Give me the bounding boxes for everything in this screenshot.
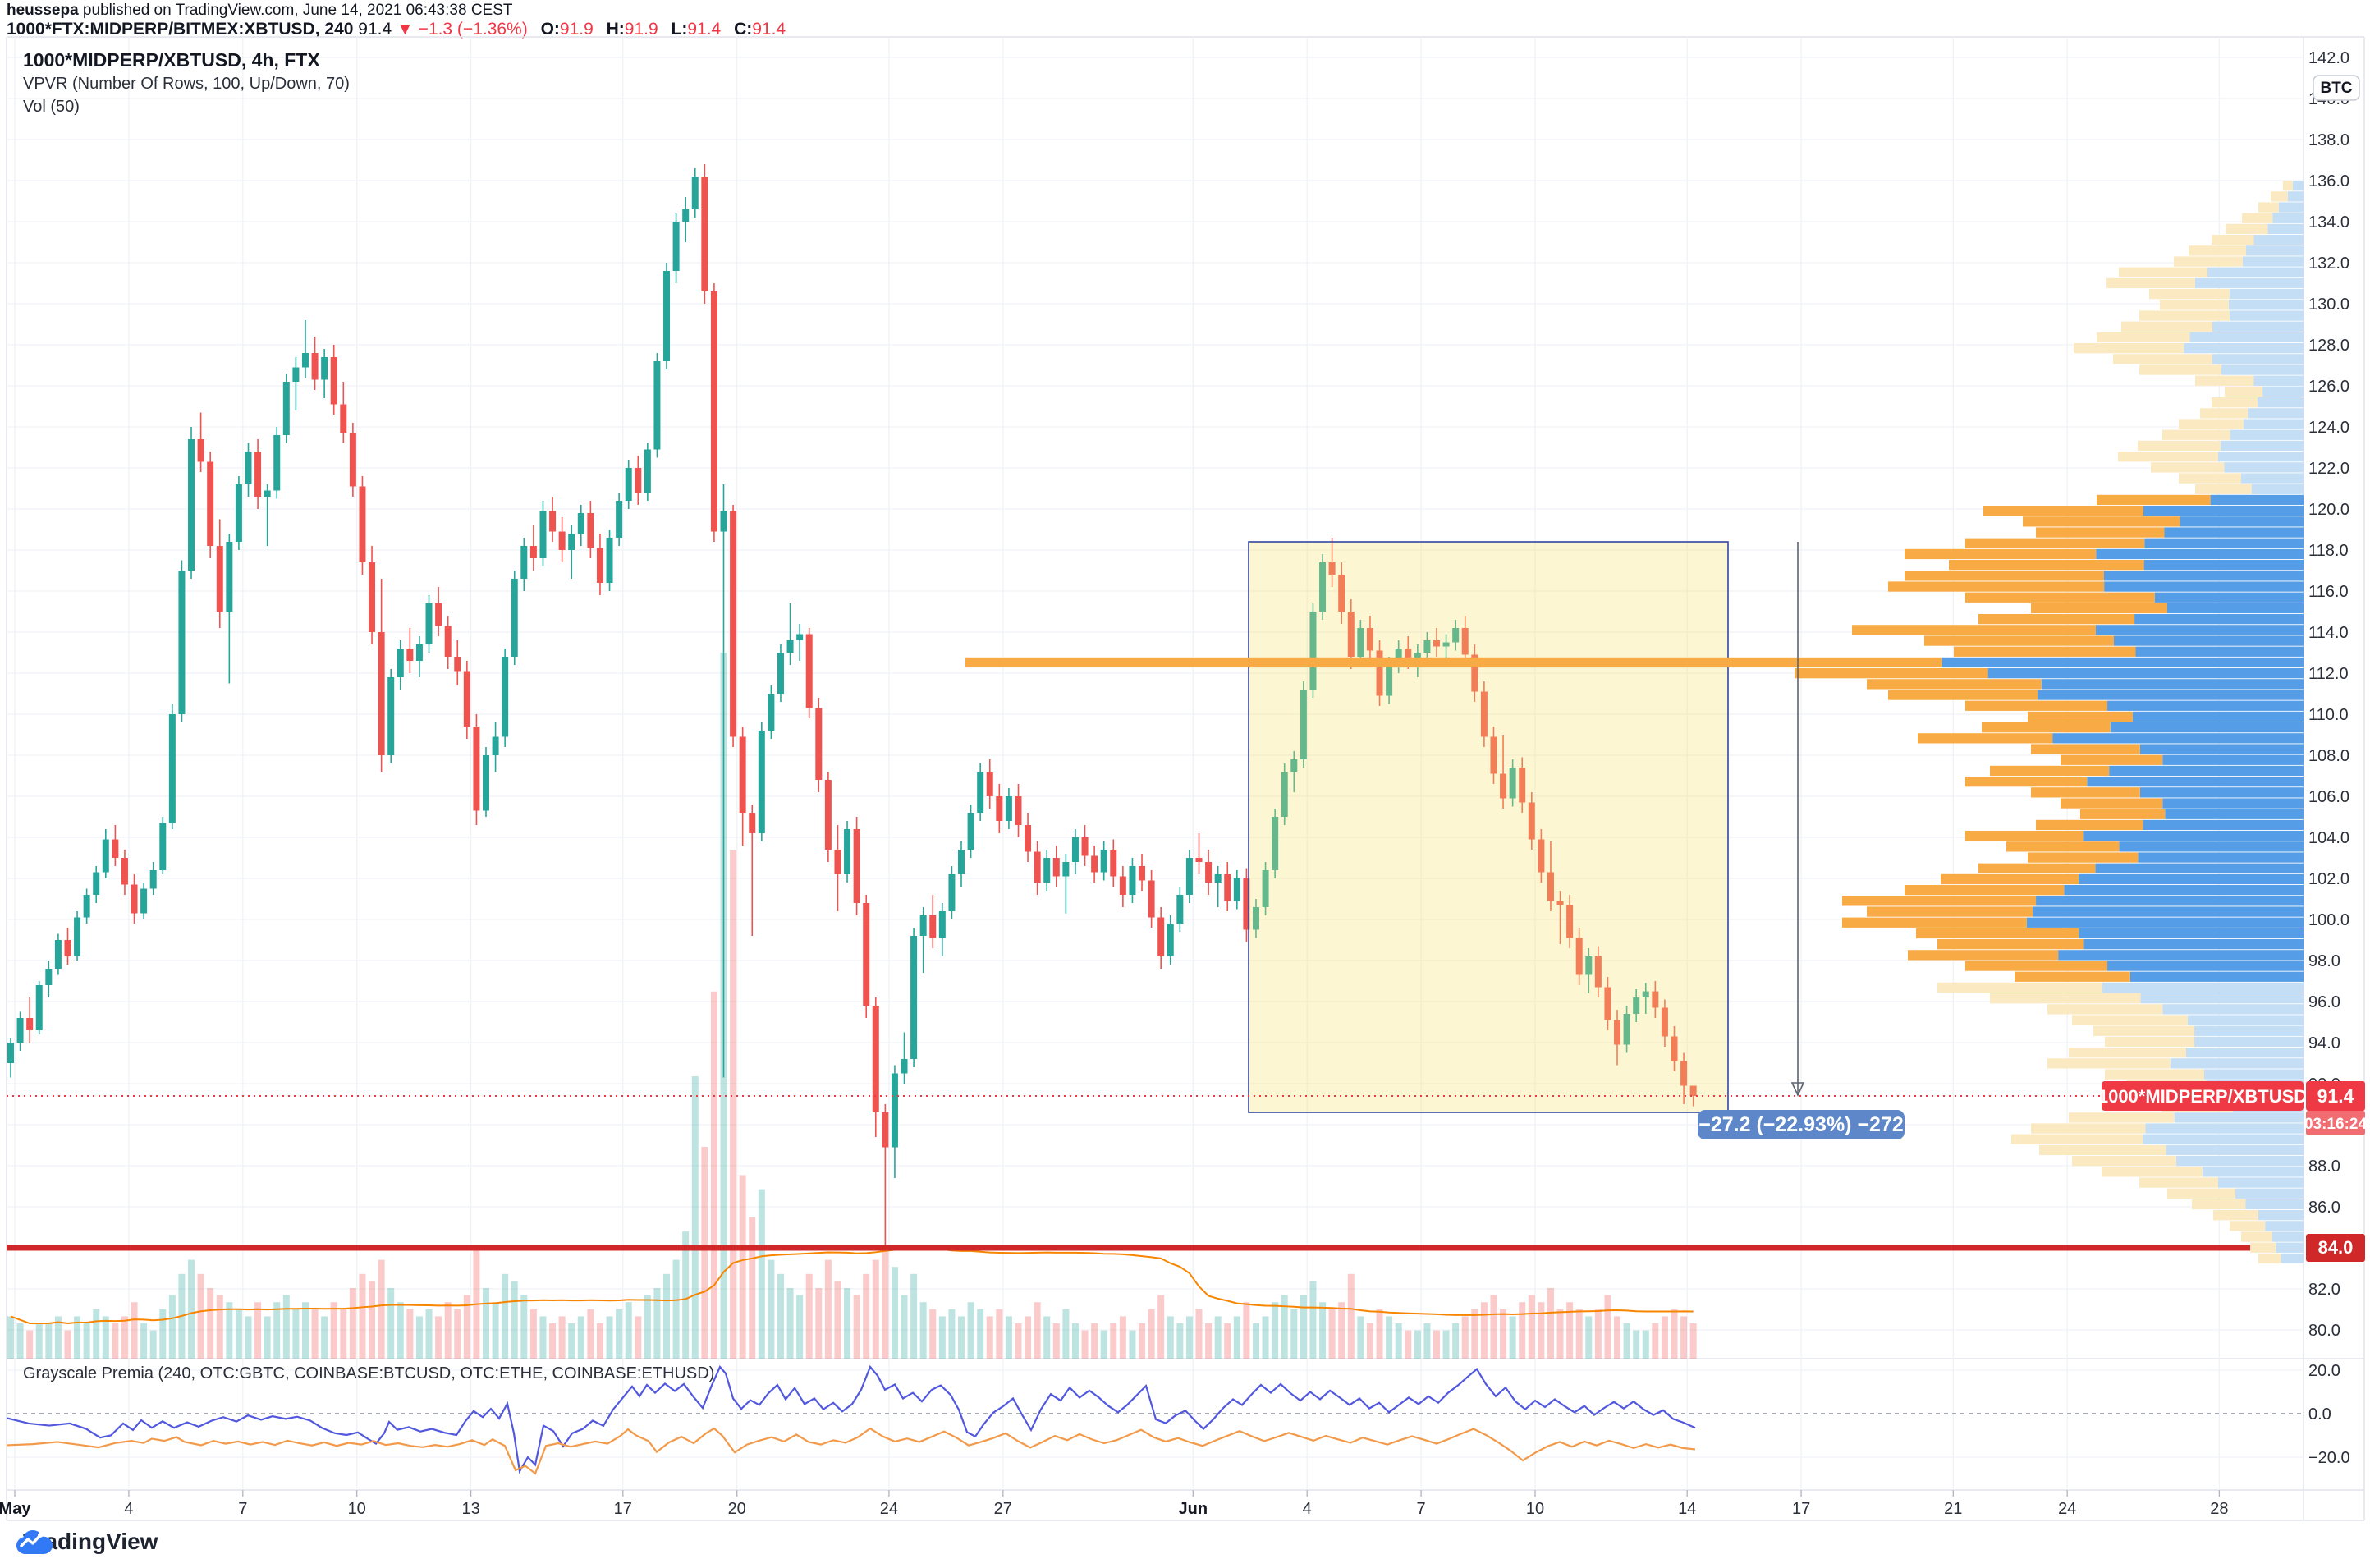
svg-text:−27.2 (−22.93%) −272: −27.2 (−22.93%) −272	[1698, 1113, 1904, 1136]
svg-text:28: 28	[2210, 1500, 2228, 1518]
low-value: 91.4	[687, 20, 722, 39]
svg-text:80.0: 80.0	[2308, 1322, 2340, 1340]
svg-text:106.0: 106.0	[2308, 788, 2349, 806]
legend-vpvr-study[interactable]: VPVR (Number Of Rows, 100, Up/Down, 70)	[23, 75, 350, 93]
high-label: H:	[606, 20, 625, 39]
publish-header: heussepa published on TradingView.com, J…	[7, 2, 513, 20]
svg-text:94.0: 94.0	[2308, 1034, 2340, 1052]
svg-text:14: 14	[1678, 1500, 1696, 1518]
svg-text:84.0: 84.0	[2318, 1237, 2354, 1258]
gridlines	[7, 37, 2304, 1497]
svg-text:88.0: 88.0	[2308, 1158, 2340, 1176]
symbol-title: 1000*FTX:MIDPERP/BITMEX:XBTUSD, 240	[7, 20, 354, 39]
svg-text:134.0: 134.0	[2308, 213, 2349, 232]
svg-text:118.0: 118.0	[2308, 542, 2349, 560]
legend-symbol[interactable]: 1000*MIDPERP/XBTUSD, 4h, FTX	[23, 49, 320, 71]
svg-text:128.0: 128.0	[2308, 337, 2349, 355]
svg-text:136.0: 136.0	[2308, 172, 2349, 190]
legend-volume-study[interactable]: Vol (50)	[23, 98, 80, 116]
svg-text:0.0: 0.0	[2308, 1405, 2331, 1424]
publish-info: published on TradingView.com, June 14, 2…	[78, 2, 513, 19]
svg-text:138.0: 138.0	[2308, 131, 2349, 149]
svg-text:21: 21	[1944, 1500, 1962, 1518]
svg-text:142.0: 142.0	[2308, 49, 2349, 67]
svg-text:27: 27	[994, 1500, 1012, 1518]
close-value: 91.4	[752, 20, 786, 39]
svg-text:−20.0: −20.0	[2308, 1449, 2350, 1467]
svg-text:98.0: 98.0	[2308, 952, 2340, 970]
svg-text:82.0: 82.0	[2308, 1281, 2340, 1299]
last-price: 91.4	[358, 20, 392, 39]
svg-text:120.0: 120.0	[2308, 501, 2349, 519]
svg-text:86.0: 86.0	[2308, 1199, 2340, 1217]
close-label: C:	[734, 20, 753, 39]
svg-text:130.0: 130.0	[2308, 296, 2349, 314]
svg-text:03:16:24: 03:16:24	[2304, 1116, 2367, 1133]
tradingview-attribution[interactable]: TradingView	[15, 1529, 158, 1555]
open-label: O:	[540, 20, 560, 39]
svg-text:10: 10	[1526, 1500, 1544, 1518]
svg-text:4: 4	[124, 1500, 133, 1518]
svg-text:91.4: 91.4	[2317, 1085, 2354, 1107]
svg-text:20: 20	[728, 1500, 746, 1518]
svg-text:17: 17	[614, 1500, 632, 1518]
open-value: 91.9	[559, 20, 594, 39]
svg-text:24: 24	[880, 1500, 898, 1518]
candlestick-series	[7, 164, 1697, 1248]
svg-text:96.0: 96.0	[2308, 993, 2340, 1011]
low-label: L:	[671, 20, 688, 39]
grayscale-premia-series	[6, 1364, 2304, 1475]
svg-text:124.0: 124.0	[2308, 419, 2349, 437]
svg-text:1000*MIDPERP/XBTUSD: 1000*MIDPERP/XBTUSD	[2098, 1086, 2307, 1107]
measure-label	[1698, 1110, 1905, 1139]
vpvr-profile	[965, 181, 2304, 1264]
tradingview-logo-icon	[16, 1530, 53, 1554]
svg-text:104.0: 104.0	[2308, 829, 2349, 847]
svg-text:7: 7	[1417, 1500, 1426, 1518]
svg-text:20.0: 20.0	[2308, 1362, 2340, 1380]
volume-ma-line	[10, 1248, 1694, 1325]
svg-text:BTC: BTC	[2320, 80, 2352, 97]
svg-text:102.0: 102.0	[2308, 870, 2349, 888]
ohlc-statusline: 1000*FTX:MIDPERP/BITMEX:XBTUSD, 240 91.4…	[7, 20, 786, 39]
svg-text:112.0: 112.0	[2308, 665, 2349, 683]
svg-text:100.0: 100.0	[2308, 911, 2349, 929]
pane-legend: 1000*MIDPERP/XBTUSD, 4h, FTX VPVR (Numbe…	[23, 48, 350, 118]
svg-text:4: 4	[1303, 1500, 1312, 1518]
svg-text:114.0: 114.0	[2308, 624, 2349, 642]
svg-text:May: May	[0, 1500, 31, 1518]
svg-text:108.0: 108.0	[2308, 747, 2349, 765]
svg-text:24: 24	[2058, 1500, 2076, 1518]
ethe-premium-line	[6, 1427, 1696, 1475]
svg-text:7: 7	[238, 1500, 247, 1518]
direction-icon: ▼	[397, 20, 414, 39]
svg-text:132.0: 132.0	[2308, 254, 2349, 273]
high-value: 91.9	[624, 20, 658, 39]
change-value: −1.3 (−1.36%)	[418, 20, 528, 39]
volume-bars	[7, 653, 1697, 1359]
svg-text:126.0: 126.0	[2308, 378, 2349, 396]
grayscale-premia-legend[interactable]: Grayscale Premia (240, OTC:GBTC, COINBAS…	[23, 1364, 715, 1382]
svg-text:122.0: 122.0	[2308, 460, 2349, 478]
svg-text:Jun: Jun	[1179, 1500, 1208, 1518]
svg-text:13: 13	[461, 1500, 479, 1518]
floating-price-labels: 1000*MIDPERP/XBTUSD 91.4 03:16:24 84.0	[2098, 1081, 2367, 1262]
time-axis[interactable]: May 4 7 10 13 17 20 24 27 Jun 4 7 10 14 17 21 24 28	[0, 1500, 2229, 1518]
currency-badge	[2313, 75, 2360, 101]
svg-text:116.0: 116.0	[2308, 583, 2349, 601]
svg-text:110.0: 110.0	[2308, 706, 2349, 724]
svg-text:17: 17	[1792, 1500, 1810, 1518]
svg-text:10: 10	[348, 1500, 366, 1518]
highlight-box-drawing[interactable]	[1248, 541, 1729, 1113]
measure-arrow-drawing[interactable]	[1790, 542, 1805, 1097]
author-name: heussepa	[7, 2, 79, 19]
